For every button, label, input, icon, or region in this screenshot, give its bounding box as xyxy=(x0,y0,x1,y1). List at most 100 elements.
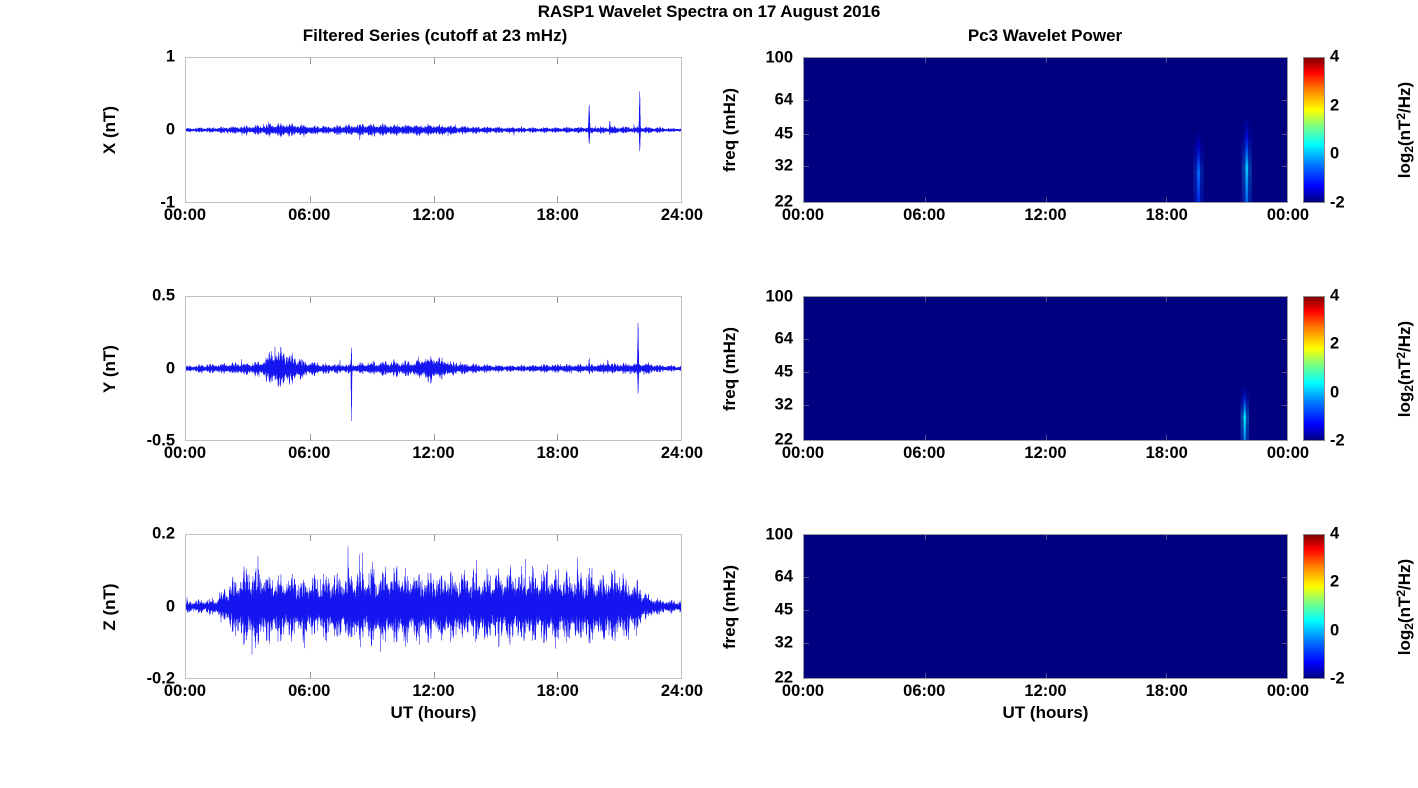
x-tick-label: 06:00 xyxy=(288,444,331,462)
colorbar-tick-label: 0 xyxy=(1330,144,1340,163)
freq-tick-label: 22 xyxy=(774,430,793,449)
x-tick-mark xyxy=(925,435,926,440)
x-axis-label-right: UT (hours) xyxy=(1002,703,1089,722)
x-tick-mark xyxy=(310,672,311,678)
y-tick-label: 0 xyxy=(165,359,175,377)
x-tick-mark xyxy=(434,196,435,202)
y-tick-mark xyxy=(804,577,809,578)
x-tick-mark xyxy=(310,297,311,303)
colorbar-tick-label: 2 xyxy=(1330,334,1340,353)
timeseries-trace xyxy=(186,322,681,422)
x-tick-mark xyxy=(1046,58,1047,63)
y-tick-mark xyxy=(804,610,809,611)
colorbar-label: log2(nT2/Hz) xyxy=(1394,320,1416,417)
x-tick-label: 24:00 xyxy=(660,682,704,700)
freq-tick-label: 64 xyxy=(774,329,793,348)
y-axis-label: X (nT) xyxy=(100,105,119,155)
x-tick-mark xyxy=(925,673,926,678)
spec-x-tick-label: 12:00 xyxy=(1024,206,1067,224)
freq-tick-label: 45 xyxy=(774,124,793,143)
spectrogram-axes-row1 xyxy=(803,57,1288,203)
freq-tick-label: 100 xyxy=(765,287,793,306)
x-tick-mark xyxy=(925,535,926,540)
x-tick-mark xyxy=(310,434,311,440)
colorbar-tick-label: -2 xyxy=(1330,431,1345,450)
spec-x-tick-label: 18:00 xyxy=(1145,682,1188,700)
x-tick-mark xyxy=(557,196,558,202)
x-tick-mark xyxy=(925,58,926,63)
colorbar-tick-label: 2 xyxy=(1330,96,1340,115)
spectrogram-axes-row3 xyxy=(803,534,1288,679)
x-tick-mark xyxy=(1046,297,1047,302)
spec-x-tick-label: 00:00 xyxy=(781,682,825,700)
y-tick-label: 0.2 xyxy=(152,524,175,543)
x-tick-mark xyxy=(557,58,558,64)
x-tick-label: 18:00 xyxy=(536,682,579,700)
spec-x-tick-label: 00:00 xyxy=(1266,206,1310,224)
y-tick-label: 0 xyxy=(165,597,175,615)
spectrogram-image xyxy=(1193,114,1252,202)
freq-tick-label: 45 xyxy=(774,362,793,381)
x-tick-mark xyxy=(1166,297,1167,302)
colorbar-tick-label: 0 xyxy=(1330,621,1340,640)
colorbar-tick-label: 4 xyxy=(1330,47,1340,66)
y-tick-mark xyxy=(804,100,809,101)
x-tick-label: 00:00 xyxy=(163,206,207,224)
x-tick-label: 12:00 xyxy=(412,444,455,462)
colorbar-tick-label: 2 xyxy=(1330,572,1340,591)
colorbar-tick-label: 4 xyxy=(1330,286,1340,305)
y-tick-mark xyxy=(804,134,809,135)
x-tick-mark xyxy=(1166,58,1167,63)
timeseries-axes-row1 xyxy=(185,57,682,203)
spec-x-tick-label: 12:00 xyxy=(1024,444,1067,462)
x-tick-mark xyxy=(925,297,926,302)
spec-x-tick-label: 18:00 xyxy=(1145,206,1188,224)
y-tick-label: -1 xyxy=(160,193,175,212)
x-tick-mark xyxy=(310,58,311,64)
y-axis-label: Y (nT) xyxy=(100,344,119,393)
x-tick-label: 18:00 xyxy=(536,206,579,224)
freq-tick-label: 64 xyxy=(774,567,793,586)
freq-tick-label: 32 xyxy=(774,633,793,652)
x-tick-label: 06:00 xyxy=(288,682,331,700)
spec-x-tick-label: 06:00 xyxy=(903,444,946,462)
spec-x-tick-label: 00:00 xyxy=(1266,682,1310,700)
x-tick-mark xyxy=(557,434,558,440)
y-tick-mark xyxy=(1282,643,1287,644)
spec-x-tick-label: 06:00 xyxy=(903,206,946,224)
x-tick-mark xyxy=(310,535,311,541)
x-tick-mark xyxy=(1166,197,1167,202)
y-tick-label: 0.5 xyxy=(152,286,175,305)
x-tick-mark xyxy=(925,197,926,202)
y-tick-mark xyxy=(1282,610,1287,611)
x-tick-mark xyxy=(557,297,558,303)
y-tick-mark xyxy=(1282,405,1287,406)
freq-tick-label: 22 xyxy=(774,668,793,687)
y-tick-mark xyxy=(1282,100,1287,101)
y-tick-mark xyxy=(1282,372,1287,373)
y-tick-mark xyxy=(804,405,809,406)
freq-tick-label: 32 xyxy=(774,156,793,175)
freq-tick-label: 32 xyxy=(774,395,793,414)
colorbar-row3 xyxy=(1303,534,1325,679)
freq-tick-label: 100 xyxy=(765,48,793,67)
spectrogram-image xyxy=(804,535,1287,678)
left-column-title: Filtered Series (cutoff at 23 mHz) xyxy=(302,26,568,45)
x-axis-label-left: UT (hours) xyxy=(390,703,477,722)
freq-axis-label: freq (mHz) xyxy=(720,87,739,173)
spec-x-tick-label: 00:00 xyxy=(781,206,825,224)
y-tick-mark xyxy=(1282,339,1287,340)
freq-axis-label: freq (mHz) xyxy=(720,564,739,649)
x-tick-label: 18:00 xyxy=(536,444,579,462)
timeseries-trace xyxy=(186,91,681,152)
colorbar-tick-label: 4 xyxy=(1330,524,1340,543)
x-tick-label: 12:00 xyxy=(412,206,455,224)
y-tick-mark xyxy=(804,643,809,644)
x-tick-mark xyxy=(557,672,558,678)
timeseries-axes-row2 xyxy=(185,296,682,441)
x-tick-mark xyxy=(434,535,435,541)
freq-tick-label: 45 xyxy=(774,600,793,619)
freq-axis-label: freq (mHz) xyxy=(720,326,739,411)
x-tick-mark xyxy=(434,434,435,440)
